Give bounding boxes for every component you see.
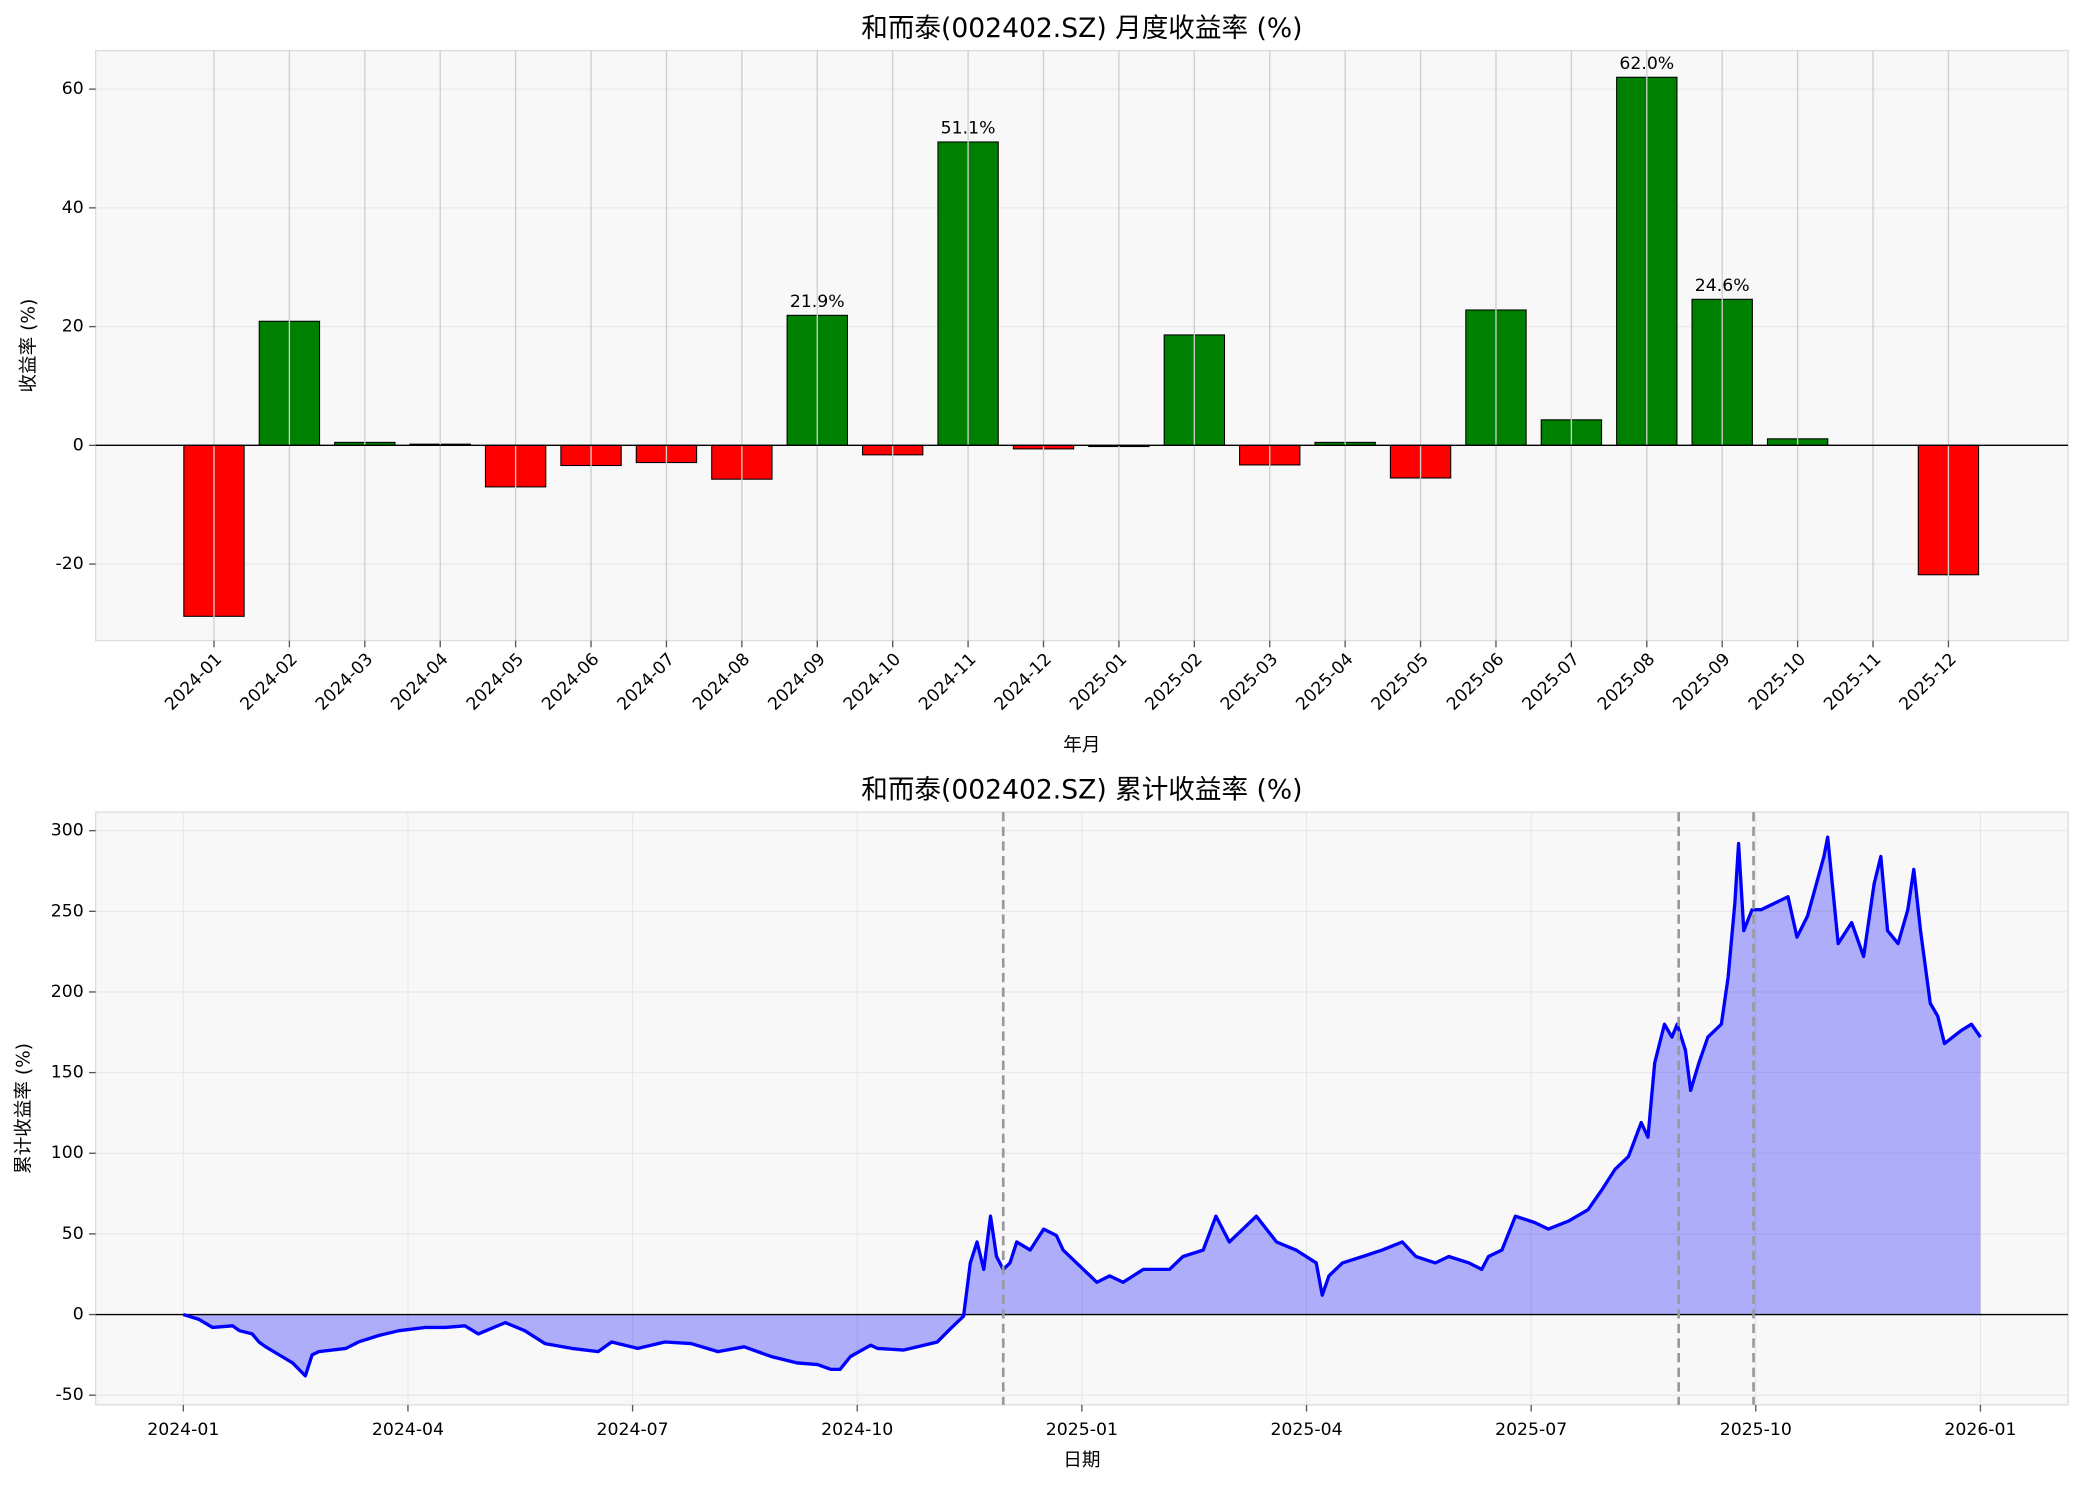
value-label: 24.6% xyxy=(1695,276,1750,296)
y-tick-label: 20 xyxy=(62,317,84,337)
x-axis-label: 日期 xyxy=(1063,1450,1100,1471)
x-tick-label: 2025-04 xyxy=(1292,650,1357,715)
x-tick-label: 2025-05 xyxy=(1368,650,1433,715)
x-tick-label: 2024-12 xyxy=(991,650,1056,715)
x-tick-label: 2024-02 xyxy=(237,650,302,715)
x-tick-label: 2024-04 xyxy=(372,1420,444,1440)
x-tick-label: 2026-01 xyxy=(1944,1420,2016,1440)
x-tick-label: 2024-03 xyxy=(312,650,377,715)
x-tick-label: 2025-07 xyxy=(1519,650,1584,715)
x-tick-label: 2025-10 xyxy=(1720,1420,1792,1440)
x-tick-label: 2025-06 xyxy=(1443,650,1508,715)
x-tick-label: 2024-06 xyxy=(538,650,603,715)
x-tick-label: 2024-04 xyxy=(387,650,452,715)
value-label: 51.1% xyxy=(941,119,996,139)
x-tick-label: 2024-11 xyxy=(915,650,980,715)
x-tick-label: 2024-10 xyxy=(840,650,905,715)
y-tick-label: 300 xyxy=(51,821,84,841)
x-tick-label: 2024-09 xyxy=(765,650,830,715)
x-tick-label: 2025-11 xyxy=(1820,650,1885,715)
y-tick-label: 0 xyxy=(73,1305,84,1325)
plot-area xyxy=(95,49,2069,642)
x-tick-label: 2025-04 xyxy=(1270,1420,1342,1440)
x-tick-label: 2024-01 xyxy=(161,650,226,715)
x-tick-label: 2025-03 xyxy=(1217,650,1282,715)
y-tick-label: 150 xyxy=(51,1063,84,1083)
x-tick-label: 2025-12 xyxy=(1896,650,1961,715)
chart-title: 和而泰(002402.SZ) 累计收益率 (%) xyxy=(861,774,1302,805)
x-tick-label: 2024-07 xyxy=(614,650,679,715)
x-tick-label: 2025-02 xyxy=(1142,650,1207,715)
y-axis-label: 累计收益率 (%) xyxy=(13,1043,34,1174)
line xyxy=(182,835,1982,1378)
y-tick-label: 100 xyxy=(51,1143,84,1163)
y-tick-label: 40 xyxy=(62,198,84,218)
y-tick-label: -20 xyxy=(56,554,84,574)
y-tick-label: 0 xyxy=(73,435,84,455)
value-label: 62.0% xyxy=(1619,54,1674,74)
x-tick-label: 2025-08 xyxy=(1594,650,1659,715)
value-label: 21.9% xyxy=(790,292,845,312)
y-axis-label: 收益率 (%) xyxy=(19,299,40,393)
x-tick-label: 2024-08 xyxy=(689,650,754,715)
x-tick-label: 2025-07 xyxy=(1495,1420,1567,1440)
x-tick-label: 2025-01 xyxy=(1046,1420,1118,1440)
x-tick-label: 2025-01 xyxy=(1066,650,1131,715)
x-tick-label: 2024-07 xyxy=(597,1420,669,1440)
y-tick-label: 50 xyxy=(62,1224,84,1244)
y-tick-label: -50 xyxy=(56,1385,84,1405)
area xyxy=(183,837,1981,1376)
x-axis-label: 年月 xyxy=(1063,735,1100,756)
chart-title: 和而泰(002402.SZ) 月度收益率 (%) xyxy=(861,13,1302,44)
y-tick-label: 250 xyxy=(51,901,84,921)
y-tick-label: 200 xyxy=(51,982,84,1002)
x-tick-label: 2024-05 xyxy=(463,650,528,715)
y-tick-label: 60 xyxy=(62,79,84,99)
x-tick-label: 2024-01 xyxy=(147,1420,219,1440)
x-tick-label: 2025-10 xyxy=(1745,650,1810,715)
x-tick-label: 2024-10 xyxy=(821,1420,893,1440)
x-tick-label: 2025-09 xyxy=(1669,650,1734,715)
